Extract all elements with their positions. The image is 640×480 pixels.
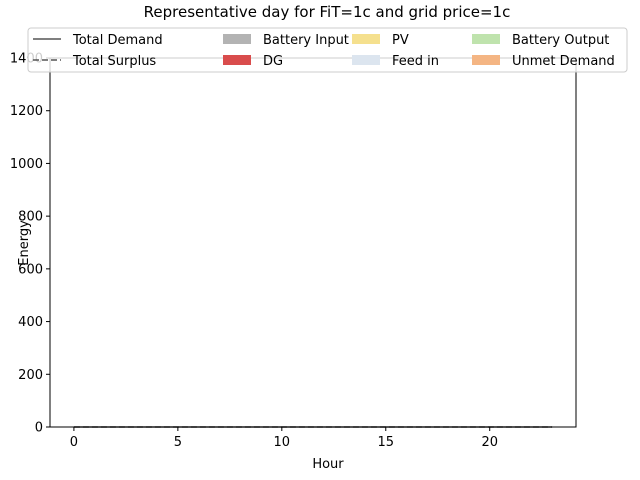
x-tick-label: 10 [274, 435, 291, 450]
chart-title: Representative day for FiT=1c and grid p… [144, 3, 511, 21]
x-axis-label: Hour [312, 457, 344, 472]
legend-label-dg: DG [263, 54, 283, 69]
legend: Total Demand Total Surplus Battery Input DG… [27, 27, 628, 73]
legend-label-feed-in: Feed in [392, 54, 439, 69]
plot-frame [49, 57, 577, 428]
legend-label-battery-input: Battery Input [263, 33, 349, 48]
legend-swatch-unmet-demand [472, 55, 500, 65]
legend-label-total-surplus: Total Surplus [72, 54, 156, 69]
legend-label-battery-output: Battery Output [512, 33, 609, 48]
y-tick-label: 1000 [10, 157, 43, 172]
legend-label-total-demand: Total Demand [72, 33, 163, 48]
legend-swatch-feed-in [352, 55, 380, 65]
legend-swatch-pv [352, 34, 380, 44]
legend-label-unmet-demand: Unmet Demand [512, 54, 615, 69]
y-tick-label: 0 [35, 421, 43, 436]
y-tick-label: 400 [18, 315, 43, 330]
y-tick-label: 200 [18, 368, 43, 383]
y-tick-label: 800 [18, 210, 43, 225]
x-tick-label: 15 [377, 435, 394, 450]
legend-swatch-battery-output [472, 34, 500, 44]
x-tick-label: 0 [70, 435, 78, 450]
x-axis: 0 5 10 15 20 [70, 427, 498, 450]
y-tick-label: 1200 [10, 104, 43, 119]
y-tick-label: 600 [18, 262, 43, 277]
x-tick-label: 5 [174, 435, 182, 450]
y-axis-label: Energy [17, 220, 32, 266]
legend-swatch-dg [223, 55, 251, 65]
legend-label-pv: PV [392, 33, 409, 48]
legend-swatch-battery-input [223, 34, 251, 44]
x-tick-label: 20 [481, 435, 498, 450]
